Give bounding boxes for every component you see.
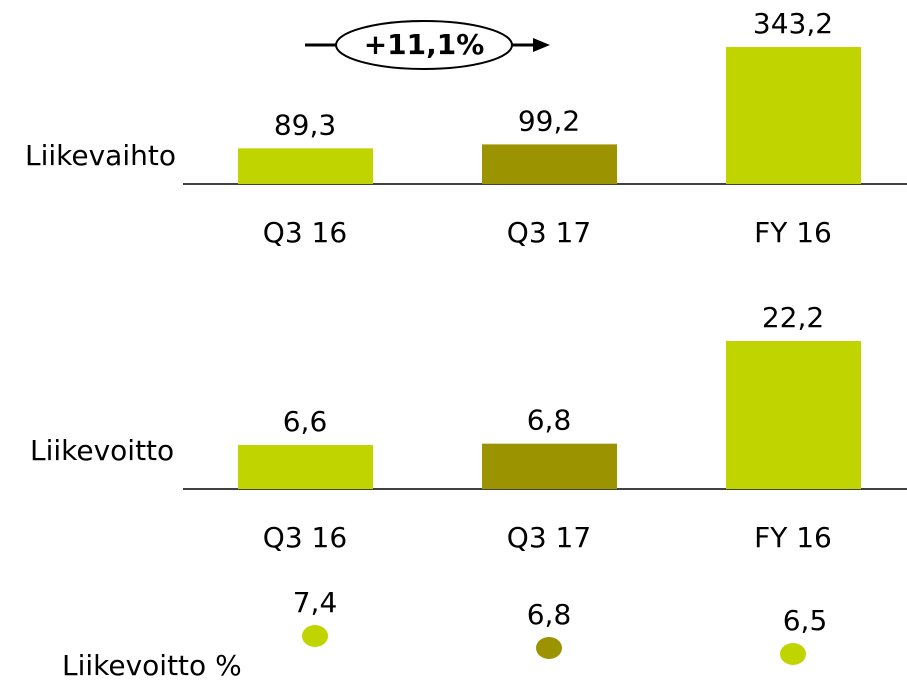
arrow-head [533, 38, 550, 52]
bar [482, 144, 617, 184]
data-label: 6,6 [283, 405, 328, 438]
data-label: 7,4 [293, 586, 338, 619]
x-tick-label: Q3 16 [263, 216, 347, 249]
annotation: +11,1% [364, 28, 485, 61]
x-tick-label: FY 16 [754, 521, 832, 554]
bar [238, 148, 373, 184]
dot [302, 625, 328, 647]
data-label: 6,8 [527, 404, 572, 437]
annotation-ellipse [335, 20, 513, 70]
bar [726, 47, 861, 184]
x-tick-label: Q3 16 [263, 521, 347, 554]
x-tick-label: Q3 17 [507, 521, 591, 554]
bar [482, 443, 617, 489]
data-label: 343,2 [753, 7, 833, 40]
data-label: 6,5 [783, 604, 828, 637]
growth-annotation: +11,1% [305, 20, 550, 70]
dot [536, 637, 562, 659]
bar [238, 445, 373, 489]
x-tick-label: FY 16 [754, 216, 832, 249]
dot [780, 643, 806, 665]
bar [726, 341, 861, 489]
data-label: 89,3 [274, 108, 336, 141]
data-label: 22,2 [762, 301, 824, 334]
row-label: Liikevoitto % [62, 649, 242, 680]
data-label: 99,2 [518, 104, 580, 137]
row-label: Liikevaihto [25, 139, 176, 172]
x-tick-label: Q3 17 [507, 216, 591, 249]
row-label: Liikevoitto [30, 434, 174, 467]
data-label: 6,8 [527, 598, 572, 631]
